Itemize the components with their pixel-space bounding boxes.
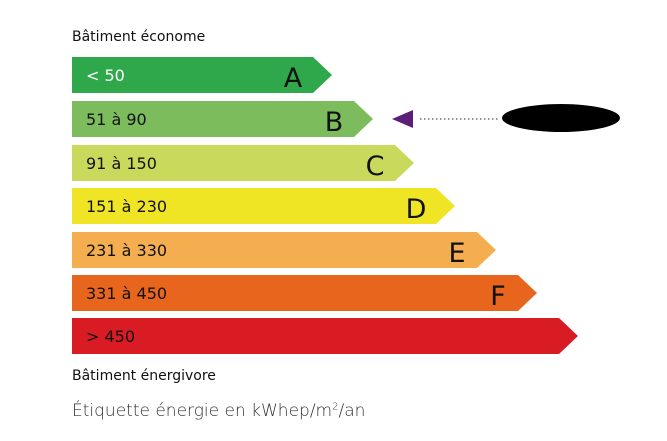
energy-bar-E (72, 232, 496, 268)
bar-letter: B (325, 107, 344, 138)
redacted-value (502, 104, 620, 132)
energy-bar-C (72, 145, 414, 181)
bar-range: 231 à 330 (86, 241, 167, 260)
bar-letter: A (284, 63, 303, 94)
legend: Étiquette énergie en kWhep/m2/an (72, 401, 365, 421)
bar-range: > 450 (86, 327, 135, 346)
bar-range: 331 à 450 (86, 284, 167, 303)
energy-bar-A (72, 57, 332, 93)
top-label: Bâtiment économe (72, 29, 206, 45)
energy-bar-F (72, 275, 537, 311)
bar-range: 91 à 150 (86, 154, 157, 173)
legend-sup: 2 (332, 401, 339, 413)
energy-bar-B (72, 101, 373, 137)
bar-range: 151 à 230 (86, 197, 167, 216)
bar-range: < 50 (86, 66, 125, 85)
energy-bar-D (72, 188, 455, 224)
legend-suffix: /an (338, 401, 366, 421)
bottom-label: Bâtiment énergivore (72, 368, 216, 384)
indicator-arrow-icon (392, 110, 413, 128)
bar-letter: F (490, 281, 506, 312)
bar-letter: E (448, 238, 465, 269)
energy-bar-G (72, 318, 578, 354)
legend-text: Étiquette énergie en kWhep/m (72, 401, 333, 421)
bar-range: 51 à 90 (86, 110, 147, 129)
bar-letter: D (406, 194, 427, 225)
bar-letter: C (366, 151, 385, 182)
